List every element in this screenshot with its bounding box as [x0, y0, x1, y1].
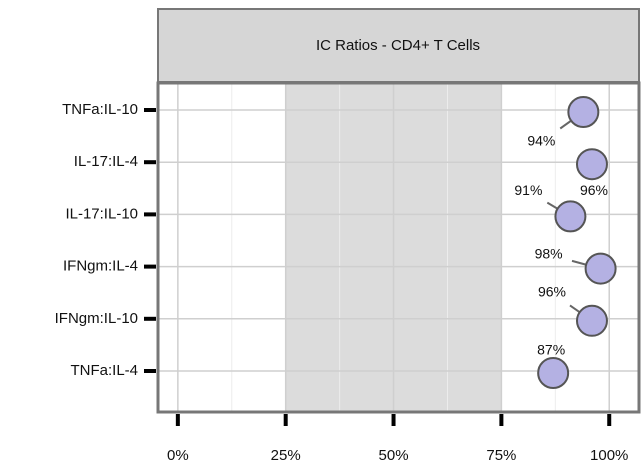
strip: [157, 8, 640, 83]
point: [567, 96, 600, 128]
data-label: 98%: [535, 245, 563, 261]
x-tick-label: 0%: [167, 447, 189, 464]
y-tick-label: IL-17:IL-4: [74, 153, 138, 170]
data-label: 96%: [580, 182, 608, 198]
point: [554, 200, 587, 233]
x-tick-label: 100%: [590, 447, 628, 464]
point: [575, 304, 608, 337]
point: [537, 357, 570, 389]
x-tick-label: 25%: [271, 447, 301, 464]
x-tick-label: 50%: [379, 447, 409, 464]
y-tick-label: TNFa:IL-10: [62, 101, 138, 118]
panel-border: [156, 81, 641, 414]
point: [575, 148, 608, 181]
y-tick-label: TNFa:IL-4: [70, 362, 138, 379]
data-label: 94%: [527, 133, 555, 149]
data-label: 91%: [514, 182, 542, 198]
data-label: 87%: [537, 342, 565, 358]
chart-title: IC Ratios - CD4+ T Cells: [316, 37, 480, 54]
point: [584, 252, 617, 285]
y-tick-label: IFNgm:IL-10: [55, 310, 138, 327]
y-tick-label: IL-17:IL-10: [65, 205, 138, 222]
data-label: 96%: [538, 284, 566, 300]
x-tick-label: 75%: [486, 447, 516, 464]
y-tick-label: IFNgm:IL-4: [63, 258, 138, 275]
